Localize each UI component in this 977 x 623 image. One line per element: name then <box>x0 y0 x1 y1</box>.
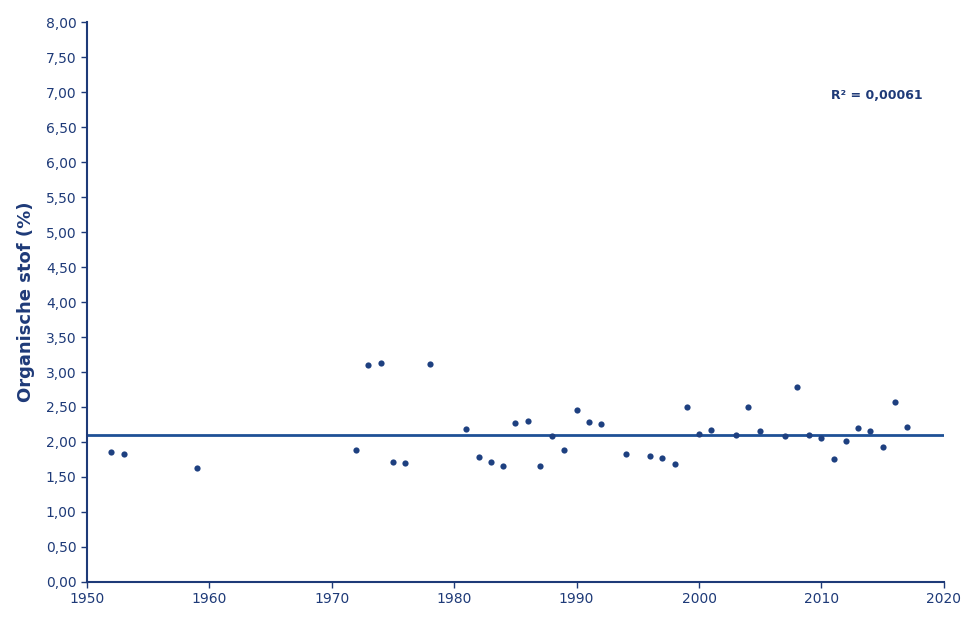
Point <box>751 427 767 437</box>
Point <box>470 452 486 462</box>
Point <box>115 449 131 459</box>
Point <box>385 457 401 467</box>
Point <box>397 458 412 468</box>
Point <box>800 430 816 440</box>
Point <box>593 419 609 429</box>
Point <box>886 397 902 407</box>
Point <box>654 453 669 463</box>
Point <box>642 451 658 461</box>
Point <box>691 429 706 439</box>
Point <box>190 463 205 473</box>
Point <box>519 416 534 426</box>
Point <box>580 417 596 427</box>
Point <box>483 457 498 467</box>
Point <box>569 405 584 415</box>
Point <box>507 418 523 428</box>
Point <box>494 462 510 472</box>
Point <box>702 425 718 435</box>
Y-axis label: Organische stof (%): Organische stof (%) <box>17 202 34 402</box>
Point <box>776 431 791 441</box>
Point <box>849 423 865 433</box>
Point <box>544 431 560 441</box>
Point <box>531 462 547 472</box>
Point <box>104 447 119 457</box>
Point <box>348 445 363 455</box>
Point <box>862 426 877 435</box>
Point <box>617 449 633 459</box>
Point <box>361 360 376 370</box>
Point <box>873 442 889 452</box>
Point <box>788 383 804 392</box>
Point <box>666 459 682 469</box>
Point <box>458 424 474 434</box>
Point <box>556 445 572 455</box>
Point <box>813 434 828 444</box>
Point <box>727 430 743 440</box>
Point <box>837 435 853 445</box>
Text: R² = 0,00061: R² = 0,00061 <box>829 89 921 102</box>
Point <box>372 358 388 368</box>
Point <box>678 402 694 412</box>
Point <box>825 455 840 465</box>
Point <box>899 422 914 432</box>
Point <box>421 359 437 369</box>
Point <box>740 402 755 412</box>
